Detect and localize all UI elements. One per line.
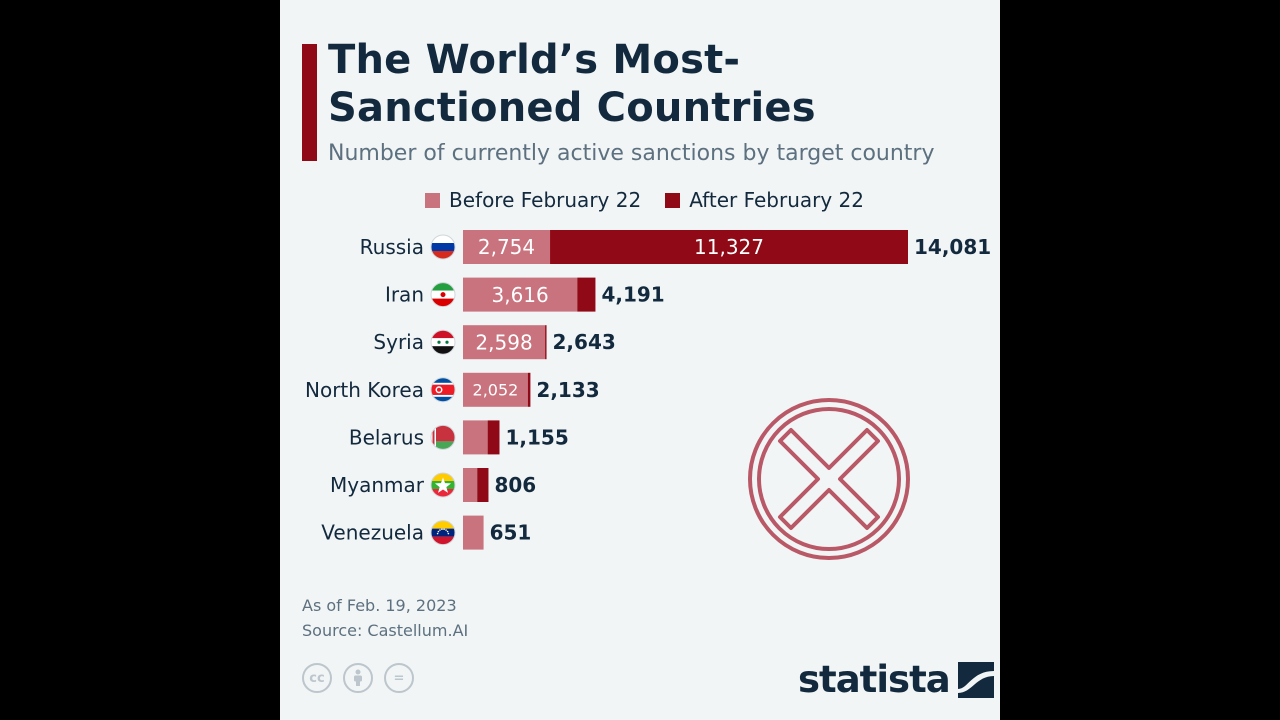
flag-belarus-icon bbox=[430, 424, 456, 450]
bar-after-iran bbox=[577, 277, 596, 312]
legend-label-before: Before February 22 bbox=[449, 188, 642, 212]
total-label-belarus: 1,155 bbox=[506, 425, 569, 449]
bar-after-syria bbox=[545, 325, 547, 360]
bar-label-before-north-korea: 2,052 bbox=[473, 381, 519, 400]
bar-before-belarus bbox=[463, 420, 488, 455]
by-icon[interactable] bbox=[343, 663, 373, 693]
legend-swatch-after bbox=[665, 192, 681, 208]
statista-mark-icon bbox=[957, 662, 994, 698]
flag-russia-icon bbox=[430, 234, 456, 260]
legend-swatch-before bbox=[425, 192, 440, 208]
bar-after-north-korea bbox=[527, 372, 531, 407]
total-label-syria: 2,643 bbox=[553, 330, 616, 354]
bar-label-before-syria: 2,598 bbox=[475, 330, 532, 354]
legend-item-before: Before February 22 bbox=[425, 188, 641, 212]
flag-venezuela-icon bbox=[430, 520, 456, 546]
footnote: As of Feb. 19, 2023 Source: Castellum.AI bbox=[302, 593, 468, 643]
bar-before-myanmar bbox=[463, 468, 478, 502]
bar-after-belarus bbox=[487, 420, 500, 455]
bar-after-russia bbox=[550, 230, 908, 264]
bar-label-after-russia: 11,327 bbox=[694, 235, 764, 259]
flag-north-korea-icon bbox=[430, 377, 456, 403]
category-label-syria: Syria bbox=[373, 330, 424, 354]
bar-label-before-iran: 3,616 bbox=[492, 283, 549, 307]
flag-syria-icon bbox=[430, 329, 456, 355]
category-label-myanmar: Myanmar bbox=[330, 473, 425, 497]
bar-after-myanmar bbox=[477, 468, 489, 502]
bar-before-venezuela bbox=[463, 515, 484, 550]
category-label-russia: Russia bbox=[360, 235, 424, 259]
source-text: Source: Castellum.AI bbox=[302, 621, 469, 640]
legend-label-after: After February 22 bbox=[689, 188, 865, 212]
total-label-venezuela: 651 bbox=[490, 521, 532, 545]
bar-before-north-korea bbox=[463, 372, 528, 407]
flag-myanmar-icon bbox=[430, 472, 456, 498]
total-label-myanmar: 806 bbox=[494, 473, 536, 497]
sanction-stamp-icon bbox=[748, 398, 910, 560]
accent-bar bbox=[302, 44, 317, 161]
nd-icon[interactable]: = bbox=[384, 663, 414, 693]
category-label-venezuela: Venezuela bbox=[321, 521, 424, 545]
category-label-north-korea: North Korea bbox=[305, 378, 424, 402]
bar-before-syria bbox=[463, 325, 546, 360]
total-label-russia: 14,081 bbox=[914, 235, 991, 259]
legend-item-after: After February 22 bbox=[665, 188, 864, 212]
flag-iran-icon bbox=[430, 282, 456, 308]
infographic-card: The World’s Most-Sanctioned Countries Nu… bbox=[280, 0, 1000, 720]
total-label-iran: 4,191 bbox=[601, 283, 664, 307]
bar-before-russia bbox=[463, 230, 551, 264]
category-label-belarus: Belarus bbox=[349, 425, 424, 449]
total-label-north-korea: 2,133 bbox=[536, 378, 599, 402]
bar-label-before-russia: 2,754 bbox=[478, 235, 535, 259]
cc-icon[interactable]: cc bbox=[302, 663, 332, 693]
as-of-date: As of Feb. 19, 2023 bbox=[302, 596, 457, 615]
bar-chart: Russia 2,754 11,327 14,081 Iran 3,616 4,191 Syr… bbox=[305, 230, 991, 550]
bar-before-iran bbox=[463, 277, 578, 312]
chart-title: The World’s Most-Sanctioned Countries bbox=[328, 37, 816, 131]
statista-logo[interactable]: statista bbox=[798, 658, 994, 702]
license-icons: cc = bbox=[302, 663, 425, 693]
legend: Before February 22 After February 22 bbox=[425, 188, 888, 212]
category-label-iran: Iran bbox=[385, 283, 424, 307]
chart-subtitle: Number of currently active sanctions by … bbox=[328, 141, 935, 166]
statista-wordmark: statista bbox=[798, 658, 951, 701]
